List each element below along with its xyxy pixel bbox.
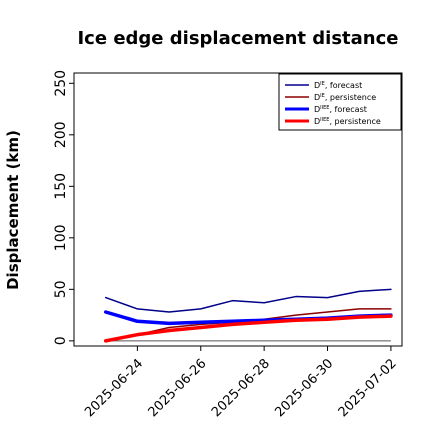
legend: DIE, forecast DIE, persistence DIIEE, fore… — [278, 73, 402, 131]
y-tick-label: 0 — [53, 336, 69, 345]
legend-label-0: DIE, forecast — [314, 81, 362, 90]
y-tick-label: 100 — [53, 224, 69, 251]
series-line-0 — [104, 288, 392, 313]
y-tick-label: 250 — [53, 70, 69, 97]
legend-label-3: DIIEE, persistence — [314, 117, 381, 126]
x-tick-label: 2025-06-26 — [146, 356, 210, 420]
plot-frame — [73, 72, 403, 347]
y-tick-label: 50 — [53, 280, 69, 298]
legend-label-2: DIIEE, forecast — [314, 105, 367, 114]
x-tick-label: 2025-06-24 — [82, 356, 146, 420]
series-line-3 — [103, 314, 393, 343]
x-tick-label: 2025-07-02 — [336, 356, 400, 420]
y-tick-label: 200 — [53, 121, 69, 148]
x-tick-label: 2025-06-30 — [272, 356, 336, 420]
y-axis-label: Displacement (km) — [4, 130, 22, 290]
y-tick-label: 150 — [53, 173, 69, 200]
plot-area — [103, 288, 393, 343]
chart-title: Ice edge displacement distance — [77, 28, 398, 49]
x-tick-label: 2025-06-28 — [209, 356, 273, 420]
legend-label-1: DIE, persistence — [314, 93, 376, 102]
